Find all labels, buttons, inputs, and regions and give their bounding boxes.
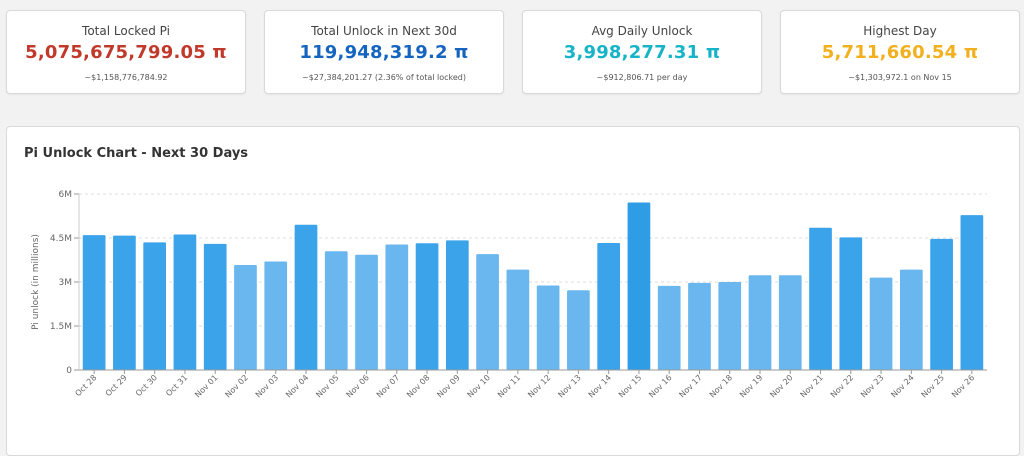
x-tick-label: Nov 23 xyxy=(859,373,885,399)
card-label: Highest Day xyxy=(863,24,937,38)
avg-daily-unlock-value: 3,998,277.31 π xyxy=(563,42,721,63)
bar xyxy=(597,242,621,370)
total-unlock-card: Total Unlock in Next 30d 119,948,319.2 π… xyxy=(264,10,504,94)
x-tick-label: Nov 13 xyxy=(556,373,582,399)
highest-day-value: 5,711,660.54 π xyxy=(821,42,979,63)
card-subtext: ~$912,806.71 per day xyxy=(596,73,688,82)
bar xyxy=(627,202,651,370)
bar xyxy=(385,244,409,370)
x-tick-label: Nov 22 xyxy=(829,373,855,399)
x-tick-label: Oct 28 xyxy=(73,373,98,398)
x-tick-label: Nov 07 xyxy=(375,373,401,399)
y-tick-label: 4.5M xyxy=(50,234,72,244)
x-tick-label: Nov 08 xyxy=(405,373,431,399)
bar xyxy=(415,243,439,370)
x-tick-label: Oct 31 xyxy=(164,373,189,398)
y-tick-label: 1.5M xyxy=(50,322,72,332)
card-label: Total Unlock in Next 30d xyxy=(311,24,457,38)
x-tick-label: Nov 05 xyxy=(314,373,340,399)
bar xyxy=(82,235,106,370)
x-tick-label: Nov 03 xyxy=(254,373,280,399)
x-tick-label: Nov 02 xyxy=(223,373,249,399)
x-tick-label: Nov 18 xyxy=(708,373,734,399)
x-tick-label: Nov 24 xyxy=(889,373,915,399)
x-tick-label: Nov 15 xyxy=(617,373,643,399)
card-subtext: ~$1,303,972.1 on Nov 15 xyxy=(848,73,952,82)
bar xyxy=(748,275,772,370)
card-label: Avg Daily Unlock xyxy=(591,24,693,38)
bar xyxy=(324,251,348,370)
bar xyxy=(869,277,893,370)
y-tick-label: 6M xyxy=(59,190,73,200)
bar xyxy=(143,242,167,370)
x-tick-label: Nov 19 xyxy=(738,373,764,399)
bar xyxy=(355,254,378,370)
bar xyxy=(113,235,136,370)
bar xyxy=(718,282,742,370)
bar xyxy=(567,290,590,370)
bar xyxy=(930,238,953,370)
bar xyxy=(173,234,197,370)
highest-day-card: Highest Day 5,711,660.54 π ~$1,303,972.1… xyxy=(780,10,1020,94)
total-locked-value: 5,075,675,799.05 π xyxy=(25,42,227,63)
chart-panel: Pi Unlock Chart - Next 30 Days 0 1.5M 3M 4.… xyxy=(6,126,1020,456)
y-axis-label: Pi unlock (in millions) xyxy=(31,234,41,330)
bar xyxy=(688,282,711,370)
x-tick-label: Nov 20 xyxy=(768,373,794,399)
bar xyxy=(839,237,863,370)
bar xyxy=(506,269,530,370)
bar xyxy=(960,215,984,370)
bar xyxy=(203,243,227,370)
bar xyxy=(657,285,681,370)
bar xyxy=(294,224,318,370)
unlock-bar-chart: 0 1.5M 3M 4.5M 6M Pi unlock (in millions) Oct … xyxy=(31,190,987,399)
card-subtext: ~$1,158,776,784.92 xyxy=(84,73,168,82)
bar xyxy=(899,269,923,370)
bar xyxy=(445,240,469,370)
chart-title: Pi Unlock Chart - Next 30 Days xyxy=(24,146,249,161)
x-tick-label: Nov 14 xyxy=(587,373,613,399)
bar xyxy=(476,254,499,370)
x-tick-label: Nov 21 xyxy=(799,373,825,399)
card-label: Total Locked Pi xyxy=(82,24,170,38)
total-locked-card: Total Locked Pi 5,075,675,799.05 π ~$1,1… xyxy=(6,10,246,94)
y-tick-label: 3M xyxy=(59,278,73,288)
y-tick-label: 0 xyxy=(66,366,72,376)
bar xyxy=(778,275,802,370)
x-tick-label: Nov 11 xyxy=(496,373,522,399)
x-tick-label: Nov 16 xyxy=(647,373,673,399)
x-tick-label: Nov 04 xyxy=(284,373,310,399)
x-tick-label: Nov 09 xyxy=(435,373,461,399)
x-tick-label: Nov 06 xyxy=(345,373,371,399)
avg-daily-unlock-card: Avg Daily Unlock 3,998,277.31 π ~$912,80… xyxy=(522,10,762,94)
x-tick-label: Nov 10 xyxy=(466,373,492,399)
x-tick-label: Nov 17 xyxy=(677,373,703,399)
bar xyxy=(809,227,832,370)
x-tick-label: Oct 29 xyxy=(104,373,129,398)
bar xyxy=(264,261,288,370)
x-tick-label: Nov 25 xyxy=(920,373,946,399)
bar xyxy=(536,285,560,370)
x-tick-label: Oct 30 xyxy=(134,373,159,398)
bar xyxy=(234,264,257,370)
x-tick-label: Nov 26 xyxy=(950,373,976,399)
x-tick-label: Nov 12 xyxy=(526,373,552,399)
total-unlock-value: 119,948,319.2 π xyxy=(299,42,469,63)
x-tick-label: Nov 01 xyxy=(193,373,219,399)
card-subtext: ~$27,384,201.27 (2.36% of total locked) xyxy=(301,73,466,82)
